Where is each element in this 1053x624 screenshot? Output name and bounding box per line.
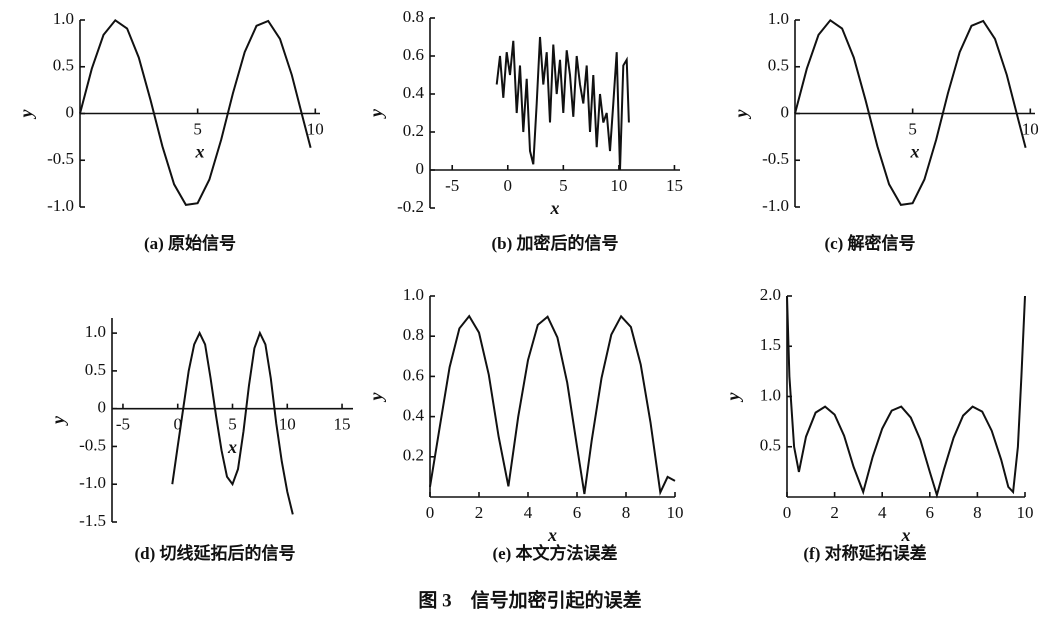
y-tick-label: 1.0	[403, 285, 424, 304]
x-tick-label: 10	[279, 415, 296, 434]
x-tick-label: 15	[666, 176, 683, 195]
x-tick-label: 5	[559, 176, 568, 195]
y-tick-label: 0.8	[403, 325, 424, 344]
x-axis-label: x	[195, 142, 205, 162]
x-tick-label: -5	[445, 176, 459, 195]
y-tick-label: 0.2	[403, 446, 424, 465]
y-tick-label: 0.4	[403, 406, 425, 425]
y-axis-label: y	[16, 109, 36, 120]
x-tick-label: 6	[573, 503, 582, 522]
y-tick-label: 0.6	[403, 45, 424, 64]
y-tick-label: 0.5	[760, 436, 781, 455]
subplot-caption: (a) 原始信号	[144, 233, 236, 253]
y-axis-label: y	[723, 392, 743, 403]
y-tick-label: 0.5	[85, 360, 106, 379]
signal-line	[171, 330, 294, 515]
y-tick-label: 0	[416, 159, 425, 178]
x-tick-label: 4	[524, 503, 533, 522]
y-tick-label: -1.5	[79, 511, 106, 530]
subplot-caption: (e) 本文方法误差	[492, 543, 617, 563]
y-tick-label: 1.0	[760, 385, 781, 404]
x-axis-label: x	[227, 437, 237, 457]
figure-caption: 图 3 信号加密引起的误差	[418, 588, 641, 611]
x-tick-label: 5	[908, 119, 917, 138]
x-axis-label: x	[901, 525, 911, 545]
subplot-caption: (f) 对称延拓误差	[803, 543, 926, 563]
y-axis-label: y	[48, 415, 68, 426]
x-tick-label: 5	[228, 415, 237, 434]
subplot-caption: (d) 切线延拓后的信号	[134, 543, 295, 563]
x-tick-label: 2	[475, 503, 484, 522]
y-tick-label: -0.2	[397, 197, 424, 216]
y-tick-label: 0.6	[403, 365, 424, 384]
y-tick-label: -0.5	[79, 435, 106, 454]
signal-line	[495, 36, 630, 171]
subplot-caption: (c) 解密信号	[824, 233, 915, 253]
y-tick-label: 0.5	[53, 56, 74, 75]
x-tick-label: 10	[307, 119, 324, 138]
signal-line	[786, 295, 1026, 499]
y-tick-label: 1.0	[85, 322, 106, 341]
signal-line	[794, 18, 1027, 206]
y-tick-label: 2.0	[760, 285, 781, 304]
x-tick-label: 10	[610, 176, 627, 195]
signal-line	[79, 18, 312, 206]
y-tick-label: -1.0	[47, 196, 74, 215]
x-tick-label: 6	[926, 503, 935, 522]
x-tick-label: 8	[622, 503, 631, 522]
y-tick-label: 1.5	[760, 335, 781, 354]
x-tick-label: 15	[334, 415, 351, 434]
y-tick-label: 0.4	[403, 83, 425, 102]
signal-line	[429, 314, 676, 496]
y-tick-label: 0	[66, 102, 75, 121]
y-tick-label: 0.5	[768, 56, 789, 75]
y-tick-label: 0	[98, 398, 107, 417]
x-axis-label: x	[550, 198, 560, 218]
y-tick-label: -0.5	[762, 149, 789, 168]
y-tick-label: 1.0	[53, 9, 74, 28]
x-tick-label: 4	[878, 503, 887, 522]
x-tick-label: 10	[1022, 119, 1039, 138]
x-tick-label: 0	[504, 176, 513, 195]
x-tick-label: 2	[830, 503, 839, 522]
y-tick-label: 0	[781, 102, 790, 121]
y-tick-label: -1.0	[762, 196, 789, 215]
x-axis-label: x	[910, 142, 920, 162]
y-tick-label: 0.2	[403, 121, 424, 140]
x-axis-label: x	[547, 525, 557, 545]
y-tick-label: -0.5	[47, 149, 74, 168]
x-tick-label: -5	[116, 415, 130, 434]
x-tick-label: 10	[667, 503, 684, 522]
x-tick-label: 0	[173, 415, 182, 434]
y-axis-label: y	[366, 108, 386, 119]
y-tick-label: 1.0	[768, 9, 789, 28]
x-tick-label: 0	[426, 503, 435, 522]
y-tick-label: 0.8	[403, 7, 424, 26]
x-tick-label: 0	[783, 503, 792, 522]
y-axis-label: y	[366, 392, 386, 403]
x-tick-label: 5	[193, 119, 202, 138]
y-tick-label: -1.0	[79, 473, 106, 492]
x-tick-label: 8	[973, 503, 982, 522]
subplot-caption: (b) 加密后的信号	[491, 233, 618, 253]
x-tick-label: 10	[1017, 503, 1034, 522]
y-axis-label: y	[731, 109, 751, 120]
